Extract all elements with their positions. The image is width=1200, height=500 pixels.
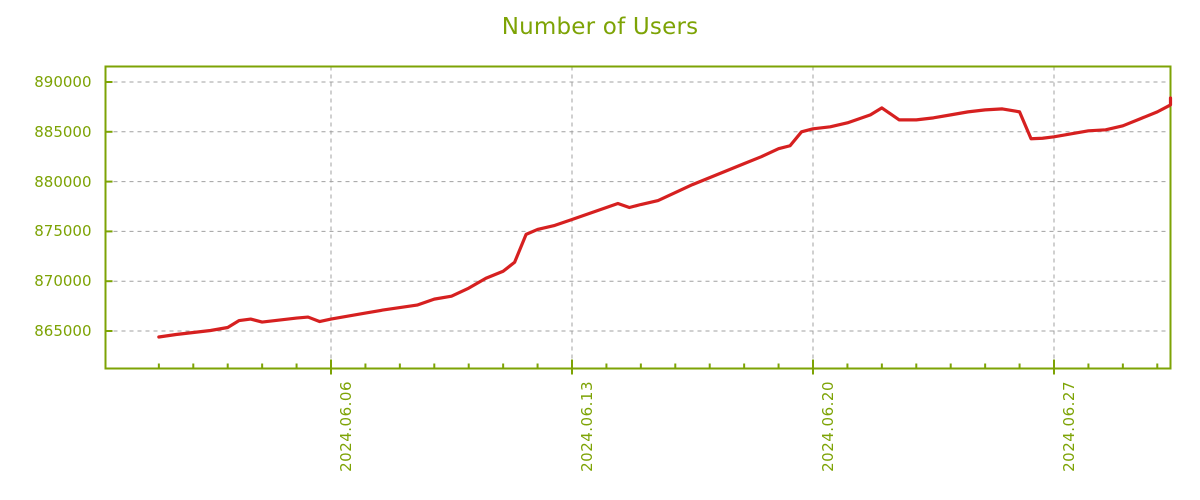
y-tick-label: 890000	[34, 73, 92, 91]
series-line-number-of-users	[157, 96, 1173, 339]
axis-ticks	[105, 81, 1159, 375]
x-tick-label: 2024.06.06	[337, 380, 355, 472]
x-tick-label: 2024.06.13	[578, 380, 596, 472]
x-tick-label: 2024.06.27	[1060, 380, 1078, 472]
y-tick-label: 885000	[34, 122, 92, 141]
plot-border	[104, 65, 1172, 370]
y-tick-label: 870000	[34, 272, 92, 291]
x-tick-label: 2024.06.20	[819, 380, 837, 472]
y-tick-label: 865000	[34, 322, 92, 340]
data-series	[157, 96, 1173, 339]
y-tick-label: 875000	[34, 222, 92, 241]
axis-frame	[104, 65, 1172, 370]
y-tick-label: 880000	[34, 172, 92, 191]
chart-title: Number of Users	[501, 14, 699, 40]
